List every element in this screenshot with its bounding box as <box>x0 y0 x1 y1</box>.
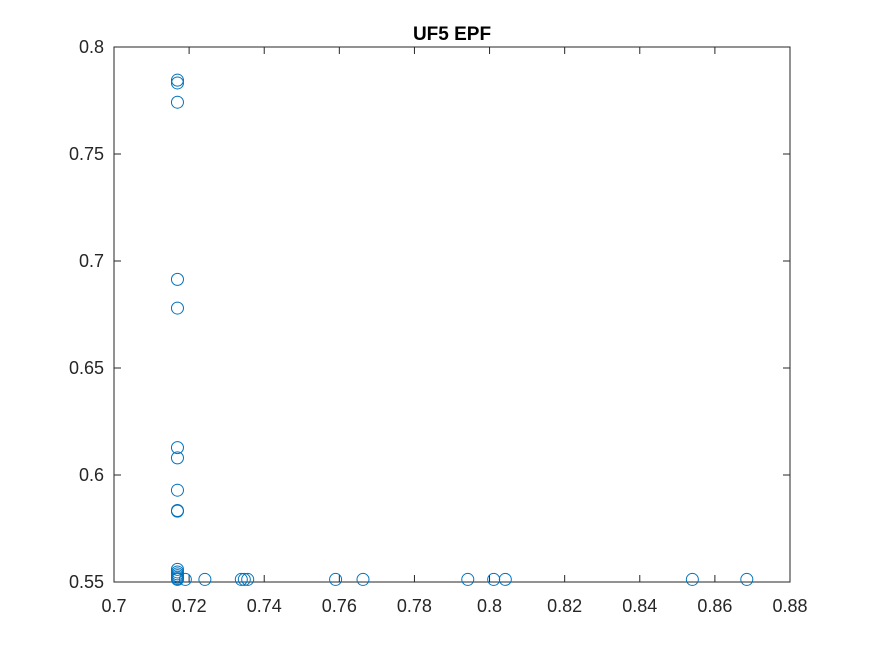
data-point <box>356 572 370 586</box>
data-point <box>237 572 251 586</box>
data-point <box>685 572 699 586</box>
y-tick-label: 0.7 <box>79 251 104 271</box>
x-tick-label: 0.74 <box>247 596 282 616</box>
data-point <box>170 451 184 465</box>
data-point <box>329 572 343 586</box>
data-point <box>170 301 184 315</box>
x-tick-label: 0.86 <box>697 596 732 616</box>
data-point <box>241 572 255 586</box>
data-point <box>170 562 184 576</box>
axis-ticks: 0.7 0.72 0.74 0.76 0.78 0.8 0.82 0.84 0.86 0.88 0.… <box>69 37 808 616</box>
x-tick-label: 0.76 <box>322 596 357 616</box>
data-point <box>170 572 184 586</box>
data-point <box>170 504 184 518</box>
data-point <box>170 483 184 497</box>
data-point <box>178 572 192 586</box>
data-point <box>170 76 184 90</box>
x-tick-label: 0.8 <box>477 596 502 616</box>
y-tick-label: 0.75 <box>69 144 104 164</box>
x-tick-label: 0.82 <box>547 596 582 616</box>
y-tick-label: 0.55 <box>69 572 104 592</box>
plot-axes <box>113 46 791 583</box>
data-point <box>234 572 248 586</box>
data-point <box>170 73 184 87</box>
data-point <box>198 572 212 586</box>
x-tick-label: 0.72 <box>172 596 207 616</box>
x-tick-label: 0.88 <box>772 596 807 616</box>
chart-title: UF5 EPF <box>413 24 491 45</box>
data-point <box>170 272 184 286</box>
y-tick-label: 0.6 <box>79 465 104 485</box>
data-point <box>498 572 512 586</box>
x-tick-label: 0.7 <box>101 596 126 616</box>
data-points <box>170 73 754 586</box>
y-tick-label: 0.65 <box>69 358 104 378</box>
data-point <box>461 572 475 586</box>
plot-frame <box>113 46 791 583</box>
data-point <box>170 441 184 455</box>
data-point <box>170 95 184 109</box>
x-tick-label: 0.78 <box>397 596 432 616</box>
x-tick-label: 0.84 <box>622 596 657 616</box>
y-tick-label: 0.8 <box>79 37 104 57</box>
data-point <box>740 572 754 586</box>
